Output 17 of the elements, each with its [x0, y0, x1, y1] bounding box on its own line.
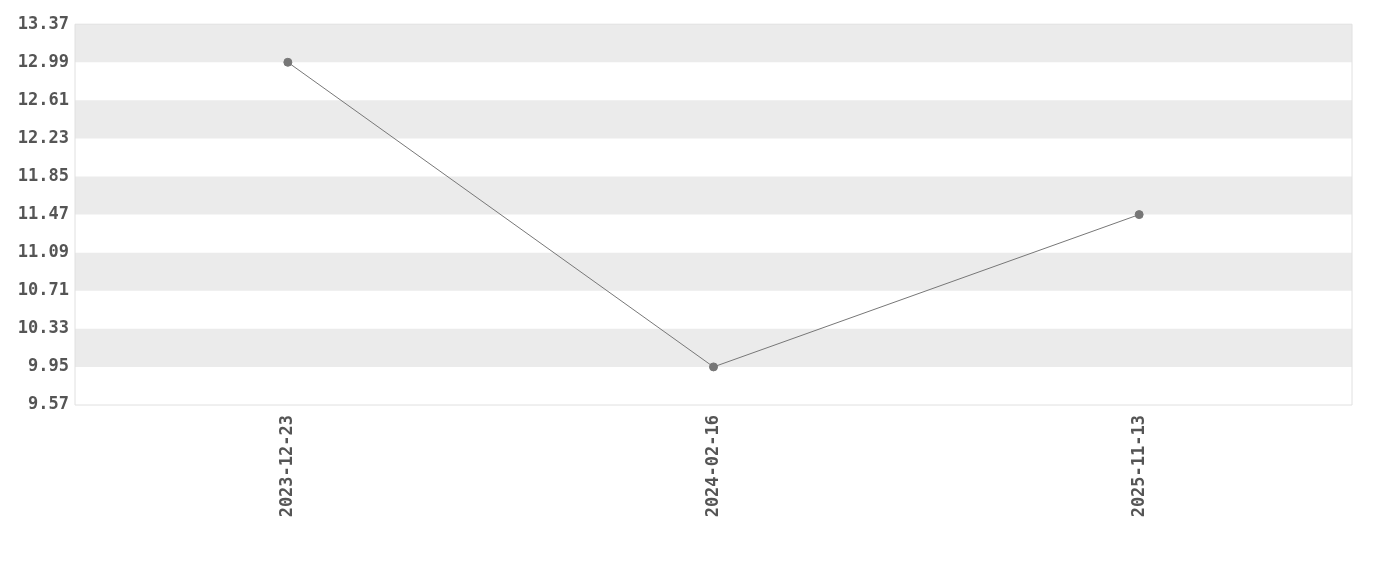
y-tick-label: 11.09 [17, 241, 69, 262]
y-tick-label: 10.71 [17, 279, 69, 300]
y-tick-label: 12.23 [17, 126, 69, 147]
point [1134, 210, 1144, 220]
y-tick-label: 13.37 [17, 12, 69, 33]
x-tick-label: 2025-11-13 [1127, 415, 1148, 518]
y-tick-label: 9.95 [28, 355, 69, 376]
y-tick-label: 12.61 [17, 88, 69, 109]
y-tick-label: 11.85 [17, 164, 69, 185]
point [709, 362, 718, 372]
y-tick-label: 10.33 [17, 317, 69, 338]
point [283, 57, 293, 67]
y-tick-label: 11.47 [17, 203, 69, 224]
y-tick-label: 9.57 [28, 393, 69, 414]
x-tick-label: 2024-02-16 [701, 415, 722, 518]
y-tick-label: 12.99 [17, 50, 69, 71]
x-tick-label: 2023-12-23 [276, 415, 297, 518]
